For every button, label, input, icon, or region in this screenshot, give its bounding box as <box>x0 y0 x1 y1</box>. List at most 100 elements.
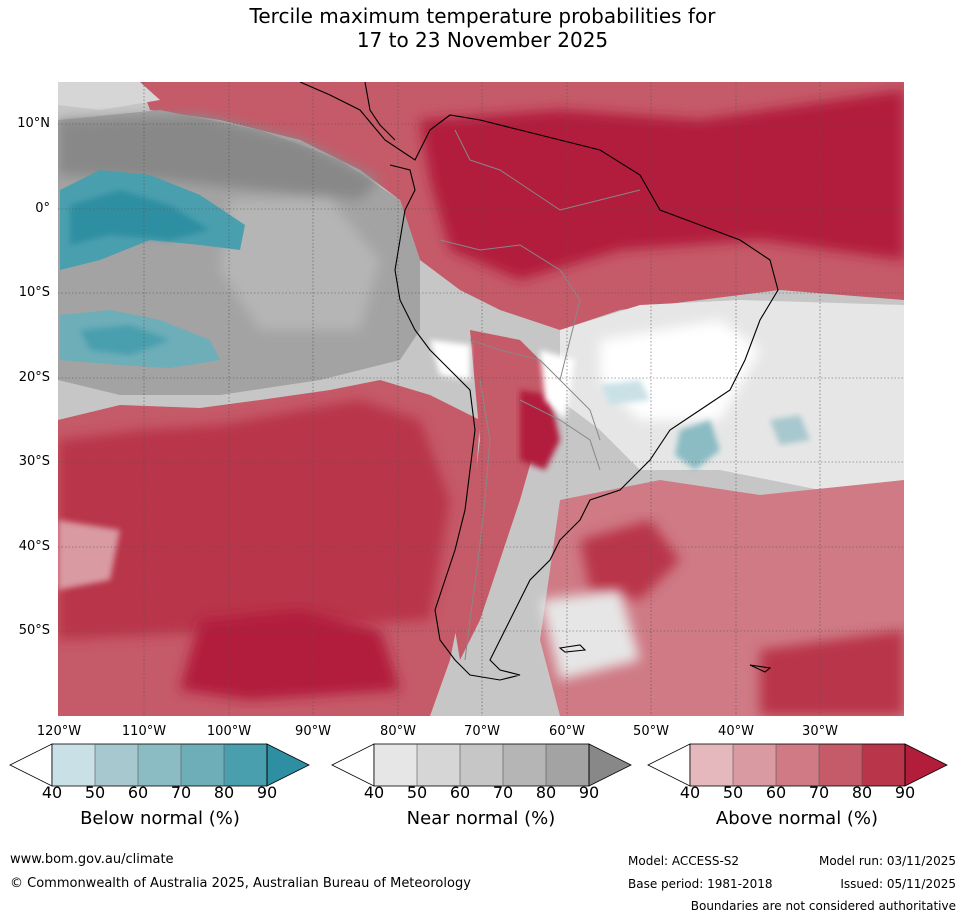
graticule <box>58 82 904 716</box>
near-cb-tick-40: 40 <box>363 783 385 802</box>
border-bolivia <box>469 339 561 381</box>
above-cb-dividers <box>732 744 863 786</box>
near-cb-high-arrow <box>588 743 632 787</box>
lon-label-70w: 70°W <box>464 724 500 739</box>
border-northern <box>454 129 641 211</box>
above-cb-tick-80: 80 <box>851 783 873 802</box>
model-name: Model: ACCESS-S2 <box>628 854 740 868</box>
near-cb-tick-70: 70 <box>492 783 514 802</box>
lon-label-30w: 30°W <box>802 724 838 739</box>
near-cb-label: Near normal (%) <box>406 808 556 829</box>
colorbar-near <box>331 743 632 787</box>
lon-label-60w: 60°W <box>549 724 585 739</box>
above-cb-bin-40-50 <box>690 744 733 786</box>
model-run-date: Model run: 03/11/2025 <box>818 854 956 868</box>
colorbar-below <box>9 743 310 787</box>
above-cb-low-arrow <box>647 743 691 787</box>
above-cb-high-arrow <box>904 743 948 787</box>
above-cb-bin-70-80 <box>819 744 862 786</box>
above-cb-outline <box>689 743 906 787</box>
above-south-atlantic-core <box>580 520 680 600</box>
probability-field <box>58 82 904 716</box>
below-cb-bin-60-70 <box>138 744 181 786</box>
lat-label-30s: 30°S <box>18 454 50 469</box>
map-title: Tercile maximum temperature probabilitie… <box>0 4 965 52</box>
above-pacific-south-core <box>58 400 450 640</box>
border-brazil-west <box>439 239 601 441</box>
above-cb-bin-50-60 <box>733 744 776 786</box>
below-cb-dividers <box>94 744 225 786</box>
lat-label-10s: 10°S <box>18 285 50 300</box>
near-cb-tick-60: 60 <box>449 783 471 802</box>
near-cb-tick-50: 50 <box>406 783 428 802</box>
below-cb-label: Below normal (%) <box>80 808 240 829</box>
below-cb-bin-50-60 <box>95 744 138 786</box>
near-cb-outline <box>373 743 590 787</box>
lon-label-50w: 50°W <box>633 724 669 739</box>
below-cb-tick-70: 70 <box>170 783 192 802</box>
below-cb-low-arrow <box>9 743 53 787</box>
coastlines <box>299 82 779 681</box>
near-cb-bin-80-90 <box>546 744 589 786</box>
above-cb-tick-60: 60 <box>765 783 787 802</box>
issued-date: Issued: 05/11/2025 <box>840 877 956 891</box>
below-se-brazil <box>675 420 720 470</box>
lon-label-110w: 110°W <box>121 724 167 739</box>
above-cb-tick-90: 90 <box>894 783 916 802</box>
title-line-2: 17 to 23 November 2025 <box>356 28 609 52</box>
central-america-coast <box>364 82 396 141</box>
near-cb-low-arrow <box>331 743 375 787</box>
lon-label-120w: 120°W <box>36 724 82 739</box>
below-south-atlantic <box>770 415 810 445</box>
near-cb-bin-40-50 <box>374 744 417 786</box>
white-bolivia <box>540 350 575 420</box>
border-chile-argentina <box>464 379 491 661</box>
near-cb-bin-70-80 <box>503 744 546 786</box>
near-cb-bin-60-70 <box>460 744 503 786</box>
above-cb-tick-50: 50 <box>722 783 744 802</box>
above-south-atlantic-se <box>760 630 904 716</box>
near-cb-bin-50-60 <box>417 744 460 786</box>
lon-label-40w: 40°W <box>718 724 754 739</box>
base-period: Base period: 1981-2018 <box>628 877 773 891</box>
above-amazon-core <box>420 90 904 280</box>
near-cb-tick-80: 80 <box>535 783 557 802</box>
below-cb-tick-60: 60 <box>127 783 149 802</box>
boundaries-disclaimer: Boundaries are not considered authoritat… <box>690 899 956 913</box>
below-cb-bin-80-90 <box>224 744 267 786</box>
country-borders <box>439 129 641 661</box>
below-pacific-south-core <box>80 325 170 355</box>
lon-label-80w: 80°W <box>380 724 416 739</box>
white-peru-coast <box>430 340 470 380</box>
south-america-coast <box>299 82 779 681</box>
near-cb-tick-90: 90 <box>578 783 600 802</box>
lat-label-10n: 10°N <box>17 116 50 131</box>
above-cb-tick-70: 70 <box>808 783 830 802</box>
below-cb-tick-90: 90 <box>256 783 278 802</box>
below-cb-tick-80: 80 <box>213 783 235 802</box>
above-cb-label: Above normal (%) <box>715 808 879 829</box>
above-pacific-south-peak <box>180 610 400 700</box>
near-cb-dividers <box>416 744 547 786</box>
copyright-text: © Commonwealth of Australia 2025, Austra… <box>10 876 471 891</box>
near-northwest-corner <box>58 82 160 110</box>
below-cb-tick-40: 40 <box>41 783 63 802</box>
south-georgia <box>749 664 772 673</box>
lon-label-100w: 100°W <box>206 724 252 739</box>
below-paraguay <box>600 380 650 405</box>
below-cb-tick-50: 50 <box>84 783 106 802</box>
title-line-1: Tercile maximum temperature probabilitie… <box>249 4 716 28</box>
below-cb-bin-40-50 <box>52 744 95 786</box>
below-cb-outline <box>51 743 268 787</box>
above-pacific-weak <box>58 520 120 590</box>
above-cb-tick-40: 40 <box>679 783 701 802</box>
below-pacific-equator-core <box>70 190 210 245</box>
above-cb-bin-60-70 <box>776 744 819 786</box>
website-link[interactable]: www.bom.gov.au/climate <box>10 852 174 867</box>
below-cb-high-arrow <box>266 743 310 787</box>
lat-label-0: 0° <box>35 201 50 216</box>
lat-label-40s: 40°S <box>18 539 50 554</box>
above-cb-bin-80-90 <box>862 744 905 786</box>
falklands <box>558 644 587 653</box>
